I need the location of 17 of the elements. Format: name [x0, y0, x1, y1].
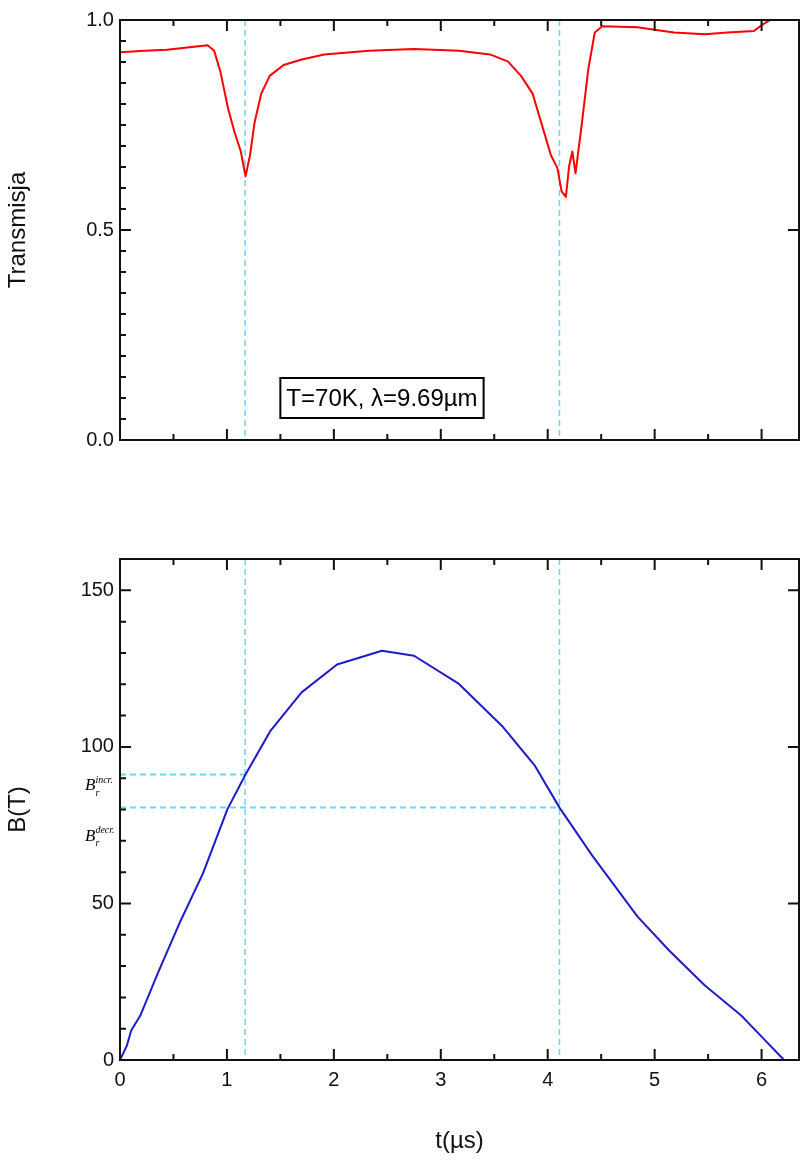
- y-axis-title: Transmisja: [3, 171, 31, 289]
- x-tick-label: 1: [221, 1067, 233, 1090]
- x-axis-title: t(µs): [435, 1126, 484, 1154]
- y-tick-label: 0.5: [86, 217, 114, 240]
- y-tick-label: 1.0: [86, 7, 114, 30]
- y-axis-title: B(T): [3, 786, 31, 833]
- y-tick-label: 0.0: [86, 427, 114, 450]
- y-tick-label: 150: [80, 577, 114, 600]
- y-tick-label: 50: [91, 890, 114, 913]
- y-tick-label: 0: [102, 1047, 114, 1070]
- x-tick-label: 5: [649, 1067, 661, 1090]
- annotation: T=70K, λ=9.69µm: [286, 383, 478, 411]
- x-tick-label: 2: [328, 1067, 340, 1090]
- x-tick-label: 6: [756, 1067, 768, 1090]
- x-tick-label: 4: [542, 1067, 554, 1090]
- y-tick-label: 100: [80, 734, 114, 757]
- x-tick-label: 3: [435, 1067, 447, 1090]
